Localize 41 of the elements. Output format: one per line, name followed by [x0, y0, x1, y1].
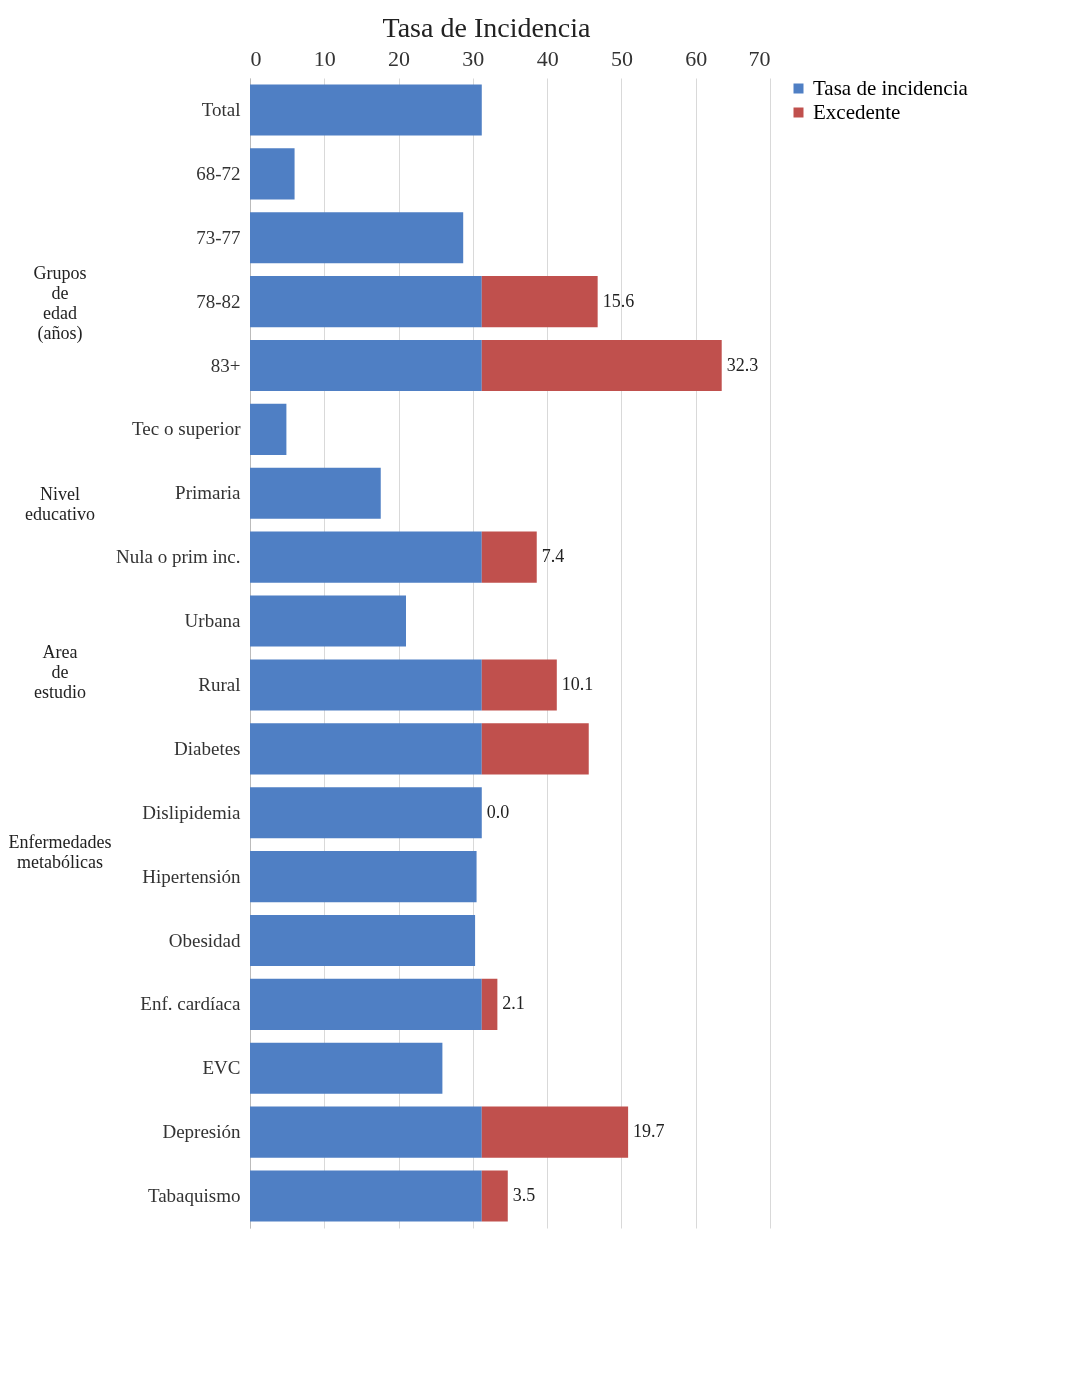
y-tick-label: Rural [198, 673, 241, 695]
x-tick-label: 10 [313, 45, 336, 71]
y-tick-label: Depresión [162, 1121, 241, 1143]
y-tick-label: Obesidad [168, 929, 241, 951]
legend-label: Excedente [813, 99, 901, 124]
y-tick-label: 83+ [210, 354, 241, 376]
data-label: 0.0 [486, 801, 510, 822]
x-tick-label: 30 [462, 45, 485, 71]
y-tick-label: Dislipidemia [142, 801, 242, 823]
text: Nivel educativo [25, 484, 95, 525]
y-tick-label: 78-82 [196, 290, 241, 312]
text: Grupos de edad (años) [33, 262, 87, 344]
y-tick-label: EVC [202, 1057, 241, 1079]
text: Area de estudio [34, 642, 86, 702]
y-tick-label: Total [201, 98, 241, 120]
data-label: 3.5 [512, 1185, 536, 1206]
x-tick-label: 20 [388, 45, 411, 71]
data-label: 2.1 [502, 993, 525, 1014]
y-tick-label: Hipertensión [142, 865, 241, 887]
legend-label: Tasa de incidencia [813, 75, 969, 100]
data-label: 19.7 [633, 1121, 665, 1142]
data-label: 15.6 [602, 290, 635, 311]
chart-title: Tasa de Incidencia [382, 12, 592, 43]
y-tick-label: Enf. cardíaca [140, 993, 242, 1015]
y-tick-label: 68-72 [196, 162, 241, 184]
y-tick-label: Tabaquismo [147, 1185, 241, 1207]
x-tick-label: 70 [748, 45, 771, 71]
data-label: 10.1 [561, 673, 594, 694]
y-tick-label: Primaria [175, 482, 242, 504]
x-tick-label: 0 [250, 45, 262, 71]
data-label: 7.4 [541, 546, 565, 567]
y-tick-label: 73-77 [196, 226, 241, 248]
y-tick-label: Diabetes [174, 737, 241, 759]
x-tick-label: 40 [536, 45, 559, 71]
y-tick-label: Nula o prim inc. [115, 546, 241, 568]
x-tick-label: 50 [610, 45, 633, 71]
y-tick-label: Tec o superior [132, 418, 242, 440]
data-label: 32.3 [726, 354, 759, 375]
x-tick-label: 60 [685, 45, 708, 71]
y-tick-label: Urbana [184, 610, 242, 632]
text: Enfermedades metabólicas [8, 831, 112, 872]
